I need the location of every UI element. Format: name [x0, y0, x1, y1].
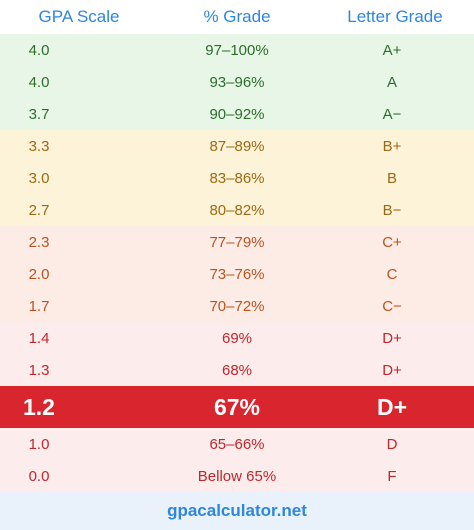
table-row: 4.0 93–96% A [0, 66, 474, 98]
letter-cell: A− [382, 105, 402, 123]
gpa-cell: 1.4 [28, 329, 50, 347]
gpa-cell: 1.0 [28, 435, 50, 453]
table-body: 4.0 97–100% A+ 4.0 93–96% A 3.7 90–92% A− 3.3 87–8… [0, 34, 474, 492]
header-percent-grade: % Grade [203, 7, 271, 26]
gpa-cell: 1.7 [28, 297, 50, 315]
gpa-cell: 3.3 [28, 137, 50, 155]
letter-cell: D+ [376, 393, 408, 420]
table-row: 1.4 69% D+ [0, 322, 474, 354]
table-row: 1.7 70–72% C− [0, 290, 474, 322]
table-row: 3.3 87–89% B+ [0, 130, 474, 162]
percent-cell: 93–96% [209, 73, 265, 91]
percent-cell: 97–100% [205, 41, 269, 59]
table-header: GPA Scale % Grade Letter Grade [0, 0, 474, 34]
gpa-cell: 2.3 [28, 233, 50, 251]
percent-cell: 67% [213, 393, 261, 420]
gpa-cell: 3.0 [28, 169, 50, 187]
percent-cell: 77–79% [209, 233, 265, 251]
percent-cell: Bellow 65% [197, 467, 277, 485]
gpa-cell: 3.7 [28, 105, 50, 123]
letter-cell: D+ [382, 329, 402, 347]
letter-cell: B− [382, 201, 402, 219]
letter-cell: B [386, 169, 397, 187]
table-row: 3.7 90–92% A− [0, 98, 474, 130]
percent-cell: 70–72% [209, 297, 265, 315]
letter-cell: A [386, 73, 397, 91]
table-row: 0.0 Bellow 65% F [0, 460, 474, 492]
table-row: 1.0 65–66% D [0, 428, 474, 460]
letter-cell: A+ [382, 41, 402, 59]
table-row: 4.0 97–100% A+ [0, 34, 474, 66]
percent-cell: 69% [221, 329, 253, 347]
gpa-cell: 1.3 [28, 361, 50, 379]
table-row: 2.7 80–82% B− [0, 194, 474, 226]
letter-cell: D+ [382, 361, 402, 379]
gpa-cell: 1.2 [23, 393, 55, 420]
gpa-cell: 2.0 [28, 265, 50, 283]
table-row: 3.0 83–86% B [0, 162, 474, 194]
letter-cell: C [386, 265, 398, 283]
percent-cell: 80–82% [209, 201, 265, 219]
letter-cell: F [387, 467, 397, 485]
site-footer: gpacalculator.net [0, 492, 474, 530]
header-letter-grade: Letter Grade [347, 7, 443, 26]
table-row: 2.3 77–79% C+ [0, 226, 474, 258]
percent-cell: 90–92% [209, 105, 265, 123]
header-gpa-scale: GPA Scale [38, 7, 120, 26]
percent-cell: 73–76% [209, 265, 265, 283]
gpa-cell: 4.0 [28, 73, 50, 91]
table-row-highlighted: 1.2 67% D+ [0, 386, 474, 428]
table-row: 1.3 68% D+ [0, 354, 474, 386]
letter-cell: D [386, 435, 398, 453]
letter-cell: B+ [382, 137, 402, 155]
letter-cell: C+ [382, 233, 402, 251]
gpa-cell: 0.0 [28, 467, 50, 485]
percent-cell: 65–66% [209, 435, 265, 453]
letter-cell: C− [382, 297, 402, 315]
gpa-cell: 2.7 [28, 201, 50, 219]
table-row: 2.0 73–76% C [0, 258, 474, 290]
percent-cell: 87–89% [209, 137, 265, 155]
percent-cell: 83–86% [209, 169, 265, 187]
percent-cell: 68% [221, 361, 253, 379]
gpa-cell: 4.0 [28, 41, 50, 59]
